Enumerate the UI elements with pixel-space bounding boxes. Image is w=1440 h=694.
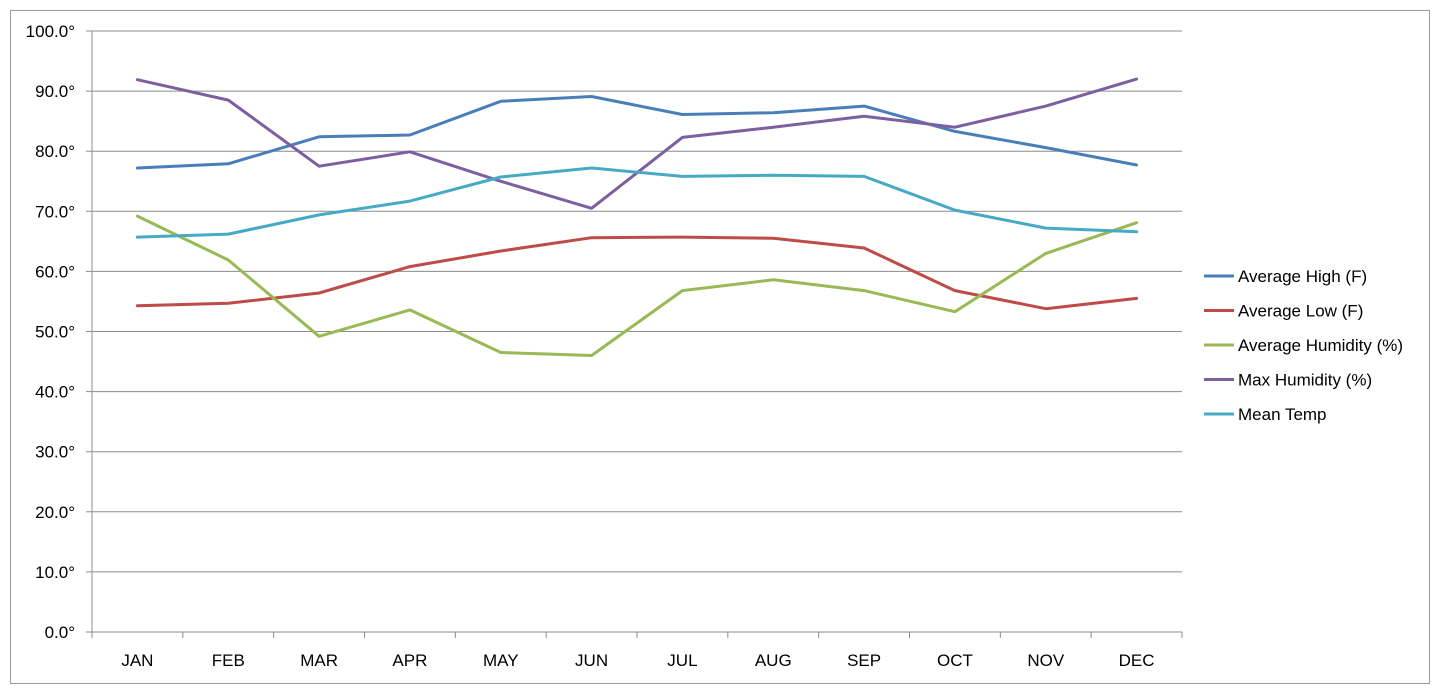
x-tick-label: AUG (755, 651, 792, 670)
x-tick-label: NOV (1027, 651, 1065, 670)
legend-label: Average Low (F) (1238, 302, 1363, 321)
x-tick-label: APR (392, 651, 427, 670)
x-tick-label: JUL (667, 651, 697, 670)
y-tick-label: 90.0° (35, 82, 75, 101)
legend-label: Mean Temp (1238, 405, 1327, 424)
legend: Average High (F) Average Low (F) Average H… (1204, 267, 1403, 424)
x-tick-label: DEC (1119, 651, 1155, 670)
y-tick-label: 30.0° (35, 443, 75, 462)
axes: 0.0° 10.0° 20.0° 30.0° 40.0° 50.0° 60.0° 70.0° 8… (26, 22, 1183, 670)
y-tick-label: 40.0° (35, 383, 75, 402)
y-tick-label: 20.0° (35, 503, 75, 522)
series-line-4 (135, 77, 1139, 210)
legend-label: Max Humidity (%) (1238, 371, 1372, 390)
series-lines (135, 77, 1139, 357)
series-line-3 (135, 214, 1139, 357)
legend-label: Average High (F) (1238, 267, 1367, 286)
gridlines (92, 30, 1182, 573)
y-tick-label: 10.0° (35, 563, 75, 582)
x-tick-label: JUN (575, 651, 608, 670)
series-line-5 (135, 166, 1139, 239)
x-tick-label: MAR (300, 651, 338, 670)
y-tick-label: 50.0° (35, 323, 75, 342)
y-tick-label: 70.0° (35, 202, 75, 221)
y-tick-label: 100.0° (26, 22, 75, 41)
y-tick-label: 0.0° (45, 623, 75, 642)
x-tick-label: SEP (847, 651, 881, 670)
x-tick-label: MAY (483, 651, 519, 670)
x-tick-label: FEB (212, 651, 245, 670)
legend-label: Average Humidity (%) (1238, 336, 1403, 355)
x-tick-label: OCT (937, 651, 973, 670)
y-tick-label: 80.0° (35, 142, 75, 161)
x-tick-label: JAN (121, 651, 153, 670)
series-line-1 (135, 95, 1139, 170)
series-line-2 (135, 235, 1139, 311)
y-tick-label: 60.0° (35, 262, 75, 281)
